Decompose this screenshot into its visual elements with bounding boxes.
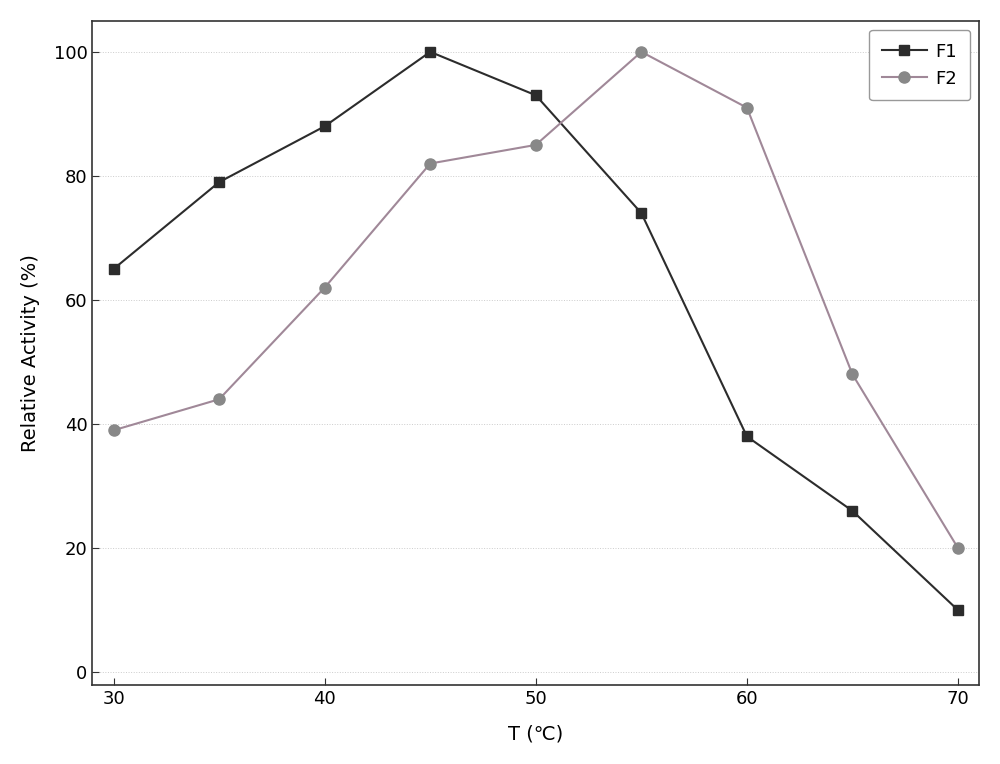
F1 xyxy=(846,507,858,516)
F1 xyxy=(741,432,753,441)
F1 xyxy=(530,91,542,100)
F1 xyxy=(213,177,225,186)
F2 xyxy=(846,370,858,379)
Legend: F1, F2: F1, F2 xyxy=(869,30,970,100)
F1 xyxy=(635,209,647,218)
F2 xyxy=(108,426,120,435)
F2 xyxy=(319,283,331,292)
F2 xyxy=(952,543,964,552)
F1 xyxy=(424,47,436,57)
Y-axis label: Relative Activity (%): Relative Activity (%) xyxy=(21,254,40,452)
Line: F1: F1 xyxy=(109,47,963,615)
F2 xyxy=(213,395,225,404)
F1 xyxy=(319,121,331,131)
F1 xyxy=(952,606,964,615)
Line: F2: F2 xyxy=(108,47,964,554)
X-axis label: T (℃): T (℃) xyxy=(508,724,563,743)
F2 xyxy=(530,141,542,150)
F2 xyxy=(635,47,647,57)
F1 xyxy=(108,264,120,274)
F2 xyxy=(741,103,753,112)
F2 xyxy=(424,159,436,168)
